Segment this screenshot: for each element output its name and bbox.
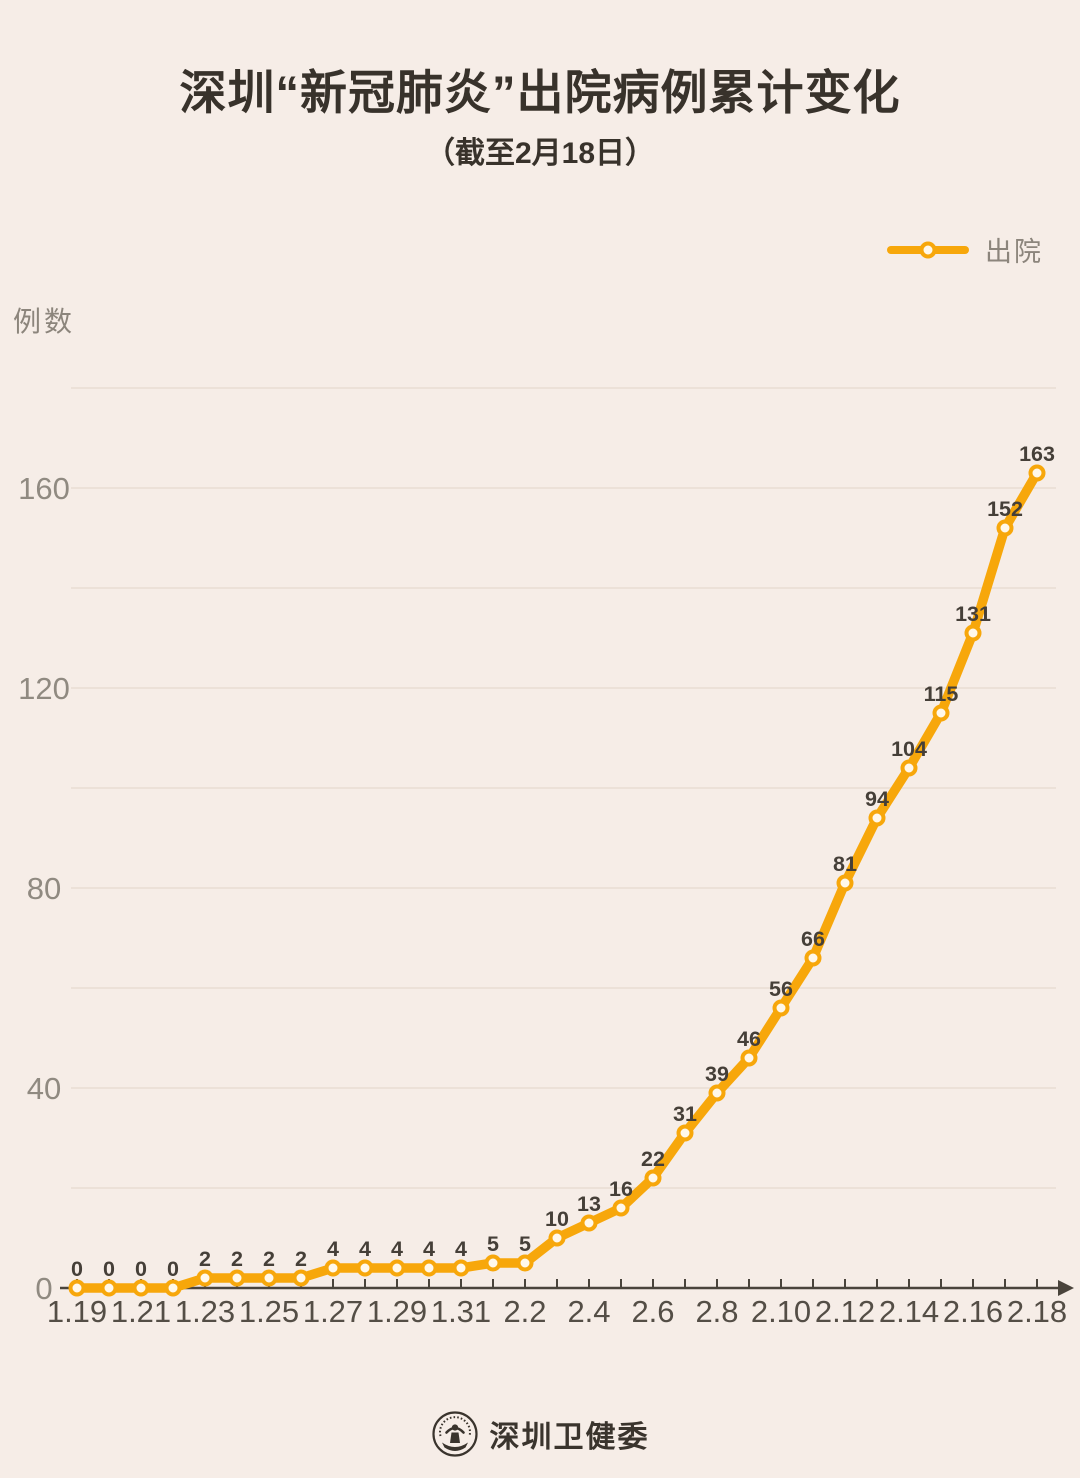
svg-text:115: 115 bbox=[924, 682, 959, 706]
svg-text:31: 31 bbox=[673, 1102, 697, 1126]
svg-text:56: 56 bbox=[769, 977, 793, 1001]
svg-text:5: 5 bbox=[487, 1232, 499, 1256]
svg-text:22: 22 bbox=[641, 1147, 665, 1171]
footer: 深圳卫健委 bbox=[0, 1410, 1080, 1458]
shenzhen-health-commission-seal-icon bbox=[431, 1411, 478, 1457]
svg-text:10: 10 bbox=[545, 1207, 569, 1231]
page-title: 深圳“新冠肺炎”出院病例累计变化 bbox=[179, 66, 901, 119]
svg-text:160: 160 bbox=[18, 471, 70, 506]
svg-text:2.8: 2.8 bbox=[695, 1294, 738, 1329]
svg-text:2.12: 2.12 bbox=[815, 1294, 875, 1329]
svg-text:0: 0 bbox=[71, 1257, 83, 1281]
svg-text:1.21: 1.21 bbox=[111, 1294, 171, 1329]
svg-text:2: 2 bbox=[295, 1247, 307, 1271]
legend-label: 出院 bbox=[985, 237, 1043, 267]
svg-text:80: 80 bbox=[27, 871, 61, 906]
svg-text:163: 163 bbox=[1019, 442, 1055, 466]
svg-text:2: 2 bbox=[231, 1247, 243, 1271]
legend: 出院 bbox=[887, 230, 1043, 269]
svg-text:5: 5 bbox=[519, 1232, 531, 1256]
svg-text:2: 2 bbox=[263, 1247, 275, 1271]
svg-text:4: 4 bbox=[359, 1237, 371, 1261]
legend-point-icon bbox=[919, 241, 937, 258]
svg-text:0: 0 bbox=[135, 1257, 147, 1281]
svg-text:13: 13 bbox=[577, 1192, 601, 1216]
svg-text:0: 0 bbox=[103, 1257, 115, 1281]
svg-text:104: 104 bbox=[891, 737, 927, 761]
legend-line-marker-icon bbox=[887, 241, 969, 258]
svg-text:131: 131 bbox=[955, 602, 991, 626]
svg-text:2.2: 2.2 bbox=[503, 1294, 546, 1329]
page-subtitle: （截至2月18日） bbox=[424, 137, 656, 170]
svg-text:2: 2 bbox=[199, 1247, 211, 1271]
svg-text:2.4: 2.4 bbox=[567, 1294, 610, 1329]
svg-text:0: 0 bbox=[167, 1257, 179, 1281]
svg-text:2.16: 2.16 bbox=[943, 1294, 1003, 1329]
svg-text:4: 4 bbox=[455, 1237, 467, 1261]
svg-text:1.23: 1.23 bbox=[175, 1294, 235, 1329]
footer-org-name: 深圳卫健委 bbox=[489, 1421, 650, 1454]
svg-text:46: 46 bbox=[737, 1027, 761, 1051]
svg-text:16: 16 bbox=[609, 1177, 633, 1201]
svg-text:1.31: 1.31 bbox=[431, 1294, 491, 1329]
svg-text:1.25: 1.25 bbox=[239, 1294, 299, 1329]
svg-text:0: 0 bbox=[35, 1271, 52, 1306]
svg-text:4: 4 bbox=[327, 1237, 339, 1261]
svg-text:2.6: 2.6 bbox=[631, 1294, 674, 1329]
svg-text:1.27: 1.27 bbox=[303, 1294, 363, 1329]
y-axis-title: 例数 bbox=[13, 306, 76, 337]
svg-text:4: 4 bbox=[423, 1237, 435, 1261]
svg-text:40: 40 bbox=[27, 1071, 61, 1106]
svg-text:94: 94 bbox=[865, 787, 889, 811]
svg-text:1.29: 1.29 bbox=[367, 1294, 427, 1329]
svg-text:1.19: 1.19 bbox=[47, 1294, 107, 1329]
svg-text:120: 120 bbox=[18, 671, 70, 706]
svg-text:152: 152 bbox=[987, 497, 1023, 521]
svg-text:2.18: 2.18 bbox=[1007, 1294, 1067, 1329]
svg-text:39: 39 bbox=[705, 1062, 729, 1086]
svg-text:2.10: 2.10 bbox=[751, 1294, 811, 1329]
svg-text:81: 81 bbox=[833, 852, 857, 876]
svg-text:66: 66 bbox=[801, 927, 825, 951]
svg-text:4: 4 bbox=[391, 1237, 403, 1261]
svg-text:2.14: 2.14 bbox=[879, 1294, 939, 1329]
